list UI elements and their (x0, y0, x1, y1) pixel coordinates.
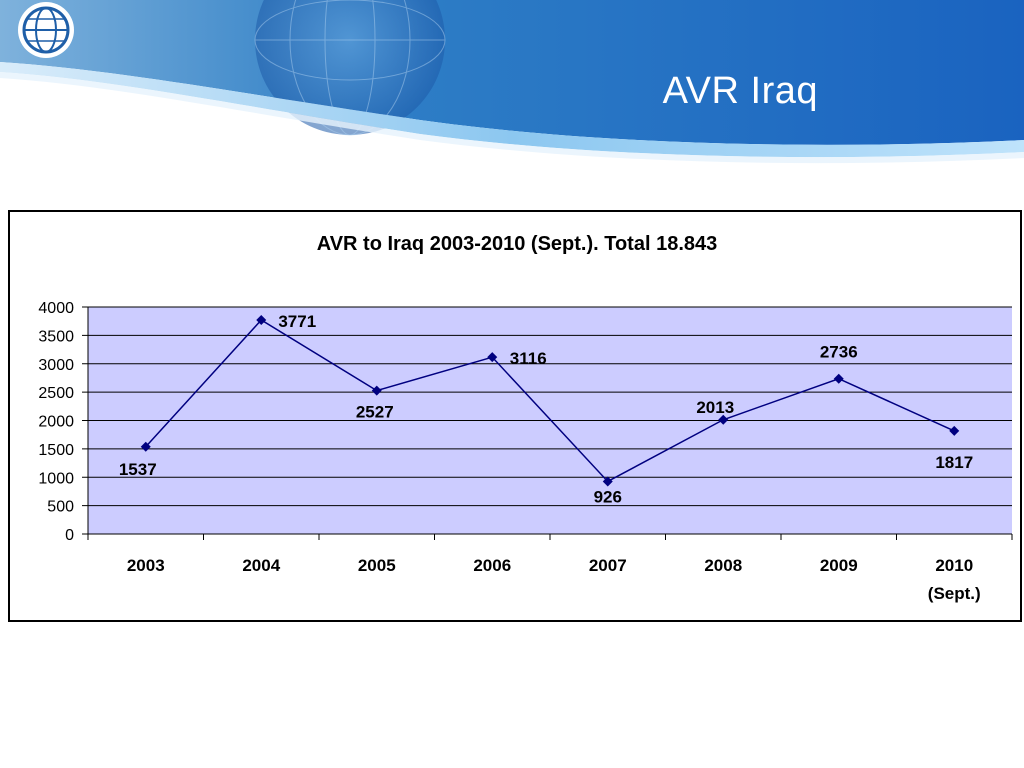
x-tick-label: 2004 (242, 556, 280, 575)
plot-area: 0 500 1000 1500 2000 2500 3000 3500 4000 2003 2004… (38, 300, 1013, 603)
x-tick-label: 2008 (704, 556, 742, 575)
chart-title: AVR to Iraq 2003-2010 (Sept.). Total 18.… (317, 233, 718, 255)
x-tick-label: 2007 (589, 556, 627, 575)
series-line (145, 319, 955, 483)
data-label: 3771 (278, 312, 316, 331)
organization-logo (18, 2, 74, 58)
data-point-marker (140, 441, 151, 452)
slide-title: AVR Iraq (662, 70, 818, 112)
y-tick-label: 1000 (38, 470, 74, 487)
header-banner: AVR Iraq (0, 0, 1024, 170)
data-point-marker (371, 385, 382, 396)
y-tick-label: 2000 (38, 414, 74, 431)
data-label: 2013 (696, 398, 734, 417)
x-tick-label: 2006 (473, 556, 511, 575)
data-point-marker (487, 352, 498, 363)
data-point-marker (949, 425, 960, 436)
y-tick-label: 1500 (38, 442, 74, 459)
x-tick-label: 2005 (358, 556, 396, 575)
data-point-marker (602, 476, 613, 487)
line-chart: AVR to Iraq 2003-2010 (Sept.). Total 18.… (38, 233, 1013, 603)
y-tick-label: 3000 (38, 357, 74, 374)
x-tick-label: 2003 (127, 556, 165, 575)
y-tick-label: 0 (65, 527, 74, 544)
data-point-marker (718, 414, 729, 425)
y-tick-label: 3500 (38, 328, 74, 345)
y-tick-label: 500 (47, 499, 74, 516)
chart-frame: AVR to Iraq 2003-2010 (Sept.). Total 18.… (8, 210, 1022, 622)
x-tick-label: (Sept.) (928, 584, 981, 603)
y-tick-label: 2500 (38, 385, 74, 402)
x-tick-label: 2009 (820, 556, 858, 575)
data-label: 1537 (119, 460, 157, 479)
data-label: 2736 (820, 343, 858, 362)
data-label: 2527 (356, 403, 394, 422)
data-label: 926 (594, 487, 622, 506)
data-label: 1817 (935, 453, 973, 472)
y-tick-label: 4000 (38, 300, 74, 317)
data-point-marker (833, 373, 844, 384)
data-point-marker (256, 314, 267, 325)
x-tick-label: 2010 (935, 556, 973, 575)
banner-graphic (0, 0, 1024, 164)
data-label: 3116 (510, 349, 547, 368)
